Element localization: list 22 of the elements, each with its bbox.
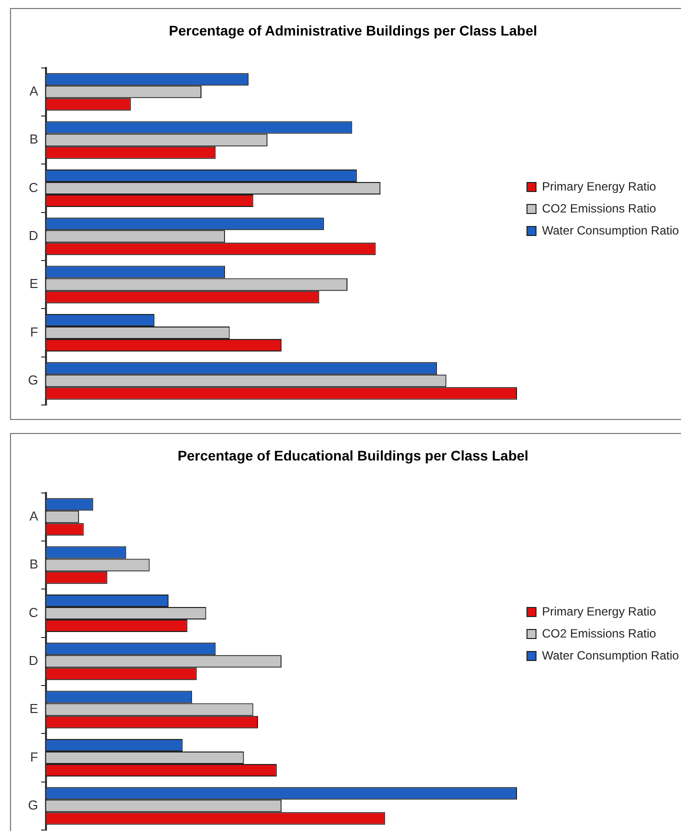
y-tick-label: D — [28, 652, 38, 668]
legend-label: Primary Energy Ratio — [542, 604, 656, 618]
y-tick-label: A — [29, 83, 38, 98]
y-tick-label: E — [29, 276, 38, 292]
legend-label: CO2 Emissions Ratio — [542, 626, 656, 640]
y-tick-label: C — [28, 604, 38, 620]
y-tick-label: B — [29, 132, 38, 147]
y-tick-label: A — [29, 508, 38, 524]
y-tick-label: G — [28, 797, 38, 812]
y-tick-label: E — [29, 701, 38, 716]
y-tick-label: G — [28, 372, 38, 388]
chart-title: Percentage of Educational Buildings per Class Label — [178, 447, 528, 464]
legend-label: Primary Energy Ratio — [542, 179, 656, 194]
legend-label: Water Consumption Ratio — [542, 648, 680, 662]
y-tick-label: F — [30, 749, 38, 764]
legend-label: Water Consumption Ratio — [542, 223, 680, 238]
y-tick-label: C — [28, 180, 38, 195]
y-tick-label: B — [29, 556, 38, 572]
y-tick-label: D — [28, 228, 38, 243]
y-tick-label: F — [30, 324, 38, 340]
chart-title: Percentage of Administrative Buildings per Class Label — [168, 22, 538, 38]
legend-label: CO2 Emissions Ratio — [542, 201, 656, 216]
